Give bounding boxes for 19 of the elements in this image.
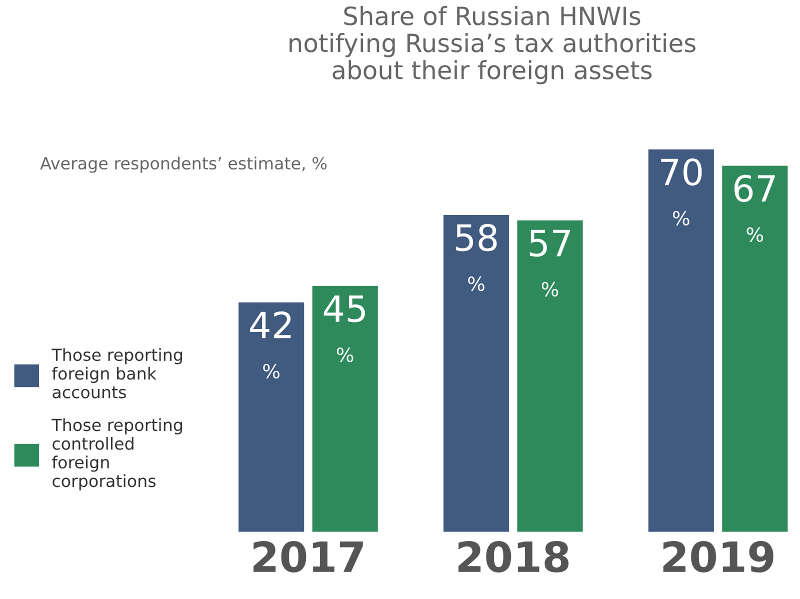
bar xyxy=(517,220,583,532)
bar xyxy=(648,149,714,532)
x-tick-label: 2017 xyxy=(254,540,363,572)
legend-label: Those reporting foreign bank accounts xyxy=(52,348,182,398)
chart-title: Share of Russian HNWIs notifying Russia’s tax authorities about their foreign assets xyxy=(290,6,696,84)
data-label: 45 % xyxy=(324,295,365,362)
data-label: 57 % xyxy=(530,230,570,297)
x-tick-label: 2018 xyxy=(458,540,569,572)
x-tick-label: 2019 xyxy=(663,540,774,572)
chart-subtitle: Average respondents’ estimate, % xyxy=(40,156,327,173)
legend-label: Those reporting controlled foreign corporations xyxy=(52,418,182,490)
bar xyxy=(443,214,510,532)
data-label: 58 % xyxy=(456,224,497,292)
bar xyxy=(238,302,304,532)
data-label: 42 % xyxy=(250,311,291,379)
bar xyxy=(722,166,788,532)
data-label: 67 % xyxy=(734,174,775,242)
data-label: 70 % xyxy=(661,158,702,226)
bar xyxy=(312,286,378,532)
